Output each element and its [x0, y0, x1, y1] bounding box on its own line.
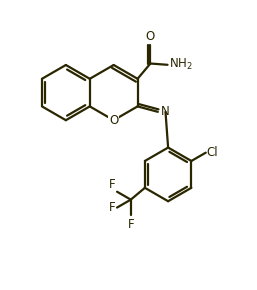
Text: N: N	[160, 105, 169, 118]
Text: Cl: Cl	[207, 146, 218, 159]
Text: F: F	[108, 201, 115, 214]
Text: F: F	[127, 218, 134, 231]
Text: NH$_2$: NH$_2$	[169, 57, 193, 72]
Text: O: O	[146, 30, 155, 43]
Text: F: F	[109, 178, 115, 191]
Text: O: O	[109, 114, 118, 127]
